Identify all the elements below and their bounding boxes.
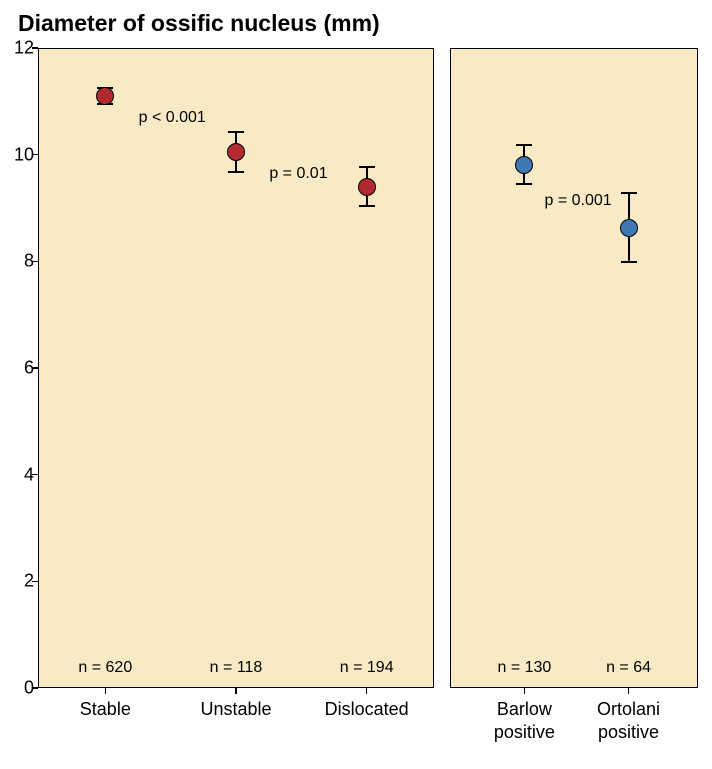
ytick xyxy=(32,47,38,49)
data-point xyxy=(96,87,114,105)
xtick xyxy=(366,688,368,694)
ytick xyxy=(32,474,38,476)
error-cap xyxy=(228,171,244,173)
ytick xyxy=(32,261,38,263)
right-panel xyxy=(450,48,698,688)
ytick xyxy=(32,154,38,156)
ytick-label: 4 xyxy=(4,464,34,485)
x-category-label: Unstable xyxy=(200,698,271,721)
xtick xyxy=(524,688,526,694)
ytick-label: 6 xyxy=(4,358,34,379)
x-category-label: Stable xyxy=(80,698,131,721)
ytick xyxy=(32,367,38,369)
n-label: n = 118 xyxy=(210,659,263,677)
ytick-label: 2 xyxy=(4,571,34,592)
p-value-label: p < 0.001 xyxy=(139,109,206,127)
xtick xyxy=(105,688,107,694)
chart-title: Diameter of ossific nucleus (mm) xyxy=(18,10,380,37)
p-value-label: p = 0.01 xyxy=(269,165,327,183)
xtick xyxy=(628,688,630,694)
x-category-label: Dislocated xyxy=(325,698,409,721)
n-label: n = 194 xyxy=(340,659,394,677)
data-point xyxy=(227,143,245,161)
xtick xyxy=(235,688,237,694)
x-category-label: Ortolanipositive xyxy=(597,698,660,743)
ytick xyxy=(32,687,38,689)
right-panel-bg xyxy=(451,49,697,687)
error-cap xyxy=(516,144,532,146)
ytick-label: 10 xyxy=(4,144,34,165)
error-cap xyxy=(621,261,637,263)
data-point xyxy=(620,219,638,237)
error-cap xyxy=(228,131,244,133)
data-point xyxy=(515,156,533,174)
p-value-label: p = 0.001 xyxy=(544,192,611,210)
data-point xyxy=(358,178,376,196)
error-cap xyxy=(359,166,375,168)
x-category-label: Barlowpositive xyxy=(494,698,555,743)
ytick-label: 12 xyxy=(4,38,34,59)
n-label: n = 620 xyxy=(78,659,132,677)
ytick-label: 0 xyxy=(4,678,34,699)
ytick-label: 8 xyxy=(4,251,34,272)
n-label: n = 64 xyxy=(606,659,651,677)
error-cap xyxy=(621,192,637,194)
error-cap xyxy=(359,205,375,207)
error-cap xyxy=(516,183,532,185)
ytick xyxy=(32,581,38,583)
n-label: n = 130 xyxy=(497,659,551,677)
